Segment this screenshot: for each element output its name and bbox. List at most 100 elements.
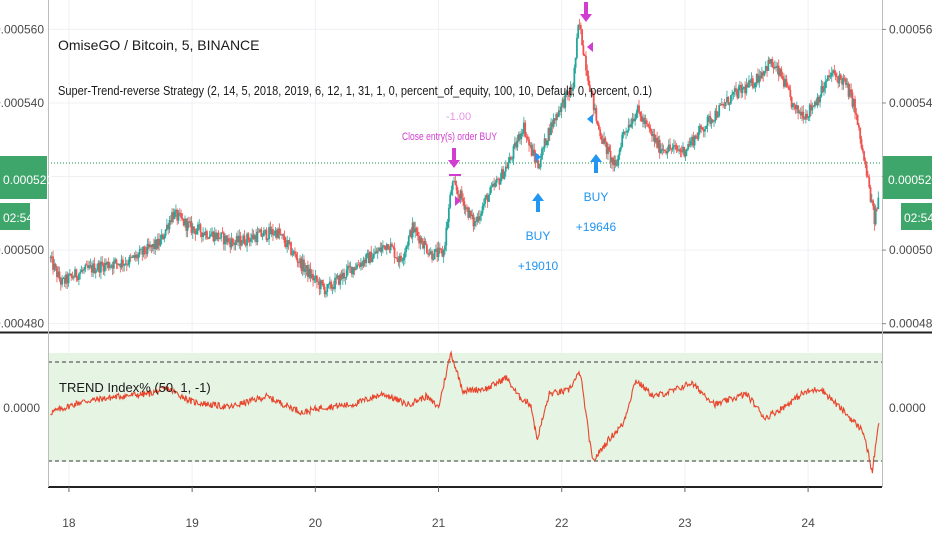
candle-body <box>661 149 664 151</box>
candle-body <box>137 254 140 259</box>
candle-body <box>239 235 242 246</box>
candle-body <box>341 272 344 279</box>
time-tick-label: 18 <box>62 516 76 530</box>
close-signal[interactable]: -1.00 Close entry(s) order BUY <box>402 111 498 206</box>
time-axis[interactable]: 18 19 20 21 22 23 24 <box>62 487 815 530</box>
candle-body <box>309 268 312 278</box>
candle-body <box>353 267 356 270</box>
candle-body <box>372 253 375 258</box>
candle-body <box>516 140 519 148</box>
candle-body <box>141 249 144 255</box>
candle-body <box>146 243 149 254</box>
candle-body <box>445 227 448 246</box>
strategy-title: Super-Trend-reverse Strategy (2, 14, 5, … <box>58 83 652 98</box>
buy-amount-1: +19010 <box>518 259 559 273</box>
candle-body <box>656 137 659 148</box>
candle-body <box>282 234 285 237</box>
candle-body <box>520 133 523 140</box>
candle-body <box>50 256 53 259</box>
candle-body <box>463 201 466 210</box>
candle-body <box>621 134 624 148</box>
candle-body <box>506 166 508 169</box>
candle-body <box>596 120 599 125</box>
candle-body <box>841 78 843 85</box>
candle-body <box>384 245 387 250</box>
candle-body <box>838 74 841 84</box>
candle-body <box>627 124 630 131</box>
candle-body <box>733 88 736 92</box>
candle-body <box>612 157 615 166</box>
candle-body <box>676 149 679 151</box>
candle-body <box>251 234 254 238</box>
candle-body <box>71 276 74 278</box>
price-tick-label-right: 0.000500 <box>889 243 932 257</box>
candle-body <box>418 235 421 244</box>
candle-body <box>256 231 259 243</box>
candle-body <box>793 103 796 105</box>
candle-body <box>622 131 625 135</box>
candle-body <box>156 238 159 249</box>
candle-body <box>868 177 871 188</box>
candle-body <box>198 224 201 226</box>
candle-body <box>788 86 790 91</box>
candle-body <box>714 110 717 122</box>
candle-body <box>519 134 521 140</box>
candle-body <box>604 138 607 142</box>
candle-body <box>587 75 590 85</box>
candle-body <box>457 190 459 195</box>
candle-body <box>535 160 538 163</box>
candle-body <box>688 143 691 146</box>
buy-signal-1[interactable]: BUY +19010 <box>518 152 559 273</box>
candle-body <box>647 123 649 127</box>
candle-body <box>471 214 474 217</box>
candle-body <box>160 234 163 240</box>
candle-body <box>469 210 472 217</box>
candle-body <box>814 101 816 107</box>
candle-body <box>283 236 286 243</box>
candle-body <box>253 235 256 240</box>
candle-body <box>459 190 462 200</box>
candle-body <box>325 291 327 295</box>
candle-body <box>823 88 825 92</box>
candle-body <box>594 108 596 111</box>
candle-body <box>479 216 481 221</box>
candle-body <box>308 268 311 278</box>
candle-body <box>773 66 776 69</box>
candle-body <box>81 270 84 272</box>
buy-signal-2[interactable]: BUY +19646 <box>576 154 617 234</box>
candle-body <box>806 113 809 118</box>
candle-body <box>745 84 748 94</box>
candle-body <box>204 231 207 236</box>
candle-body <box>833 70 836 74</box>
trend-index-line <box>50 350 880 474</box>
candle-body <box>423 241 426 249</box>
candle-body <box>511 158 514 160</box>
candle-body <box>379 247 382 252</box>
candle-body <box>221 232 224 234</box>
candle-body <box>397 259 400 263</box>
candle-body <box>550 122 552 136</box>
candle-body <box>758 75 761 83</box>
candle-body <box>710 119 713 124</box>
main-pane[interactable] <box>48 0 882 331</box>
candle-body <box>864 160 867 165</box>
candle-body <box>335 277 338 279</box>
candle-body <box>169 220 172 223</box>
candle-body <box>290 242 292 255</box>
candle-body <box>532 149 534 156</box>
candle-body <box>683 146 686 157</box>
candle-body <box>616 165 618 167</box>
candle-body <box>564 94 567 108</box>
candle-body <box>508 157 511 163</box>
candle-body <box>551 122 554 127</box>
candle-body <box>414 228 417 233</box>
candle-body <box>498 179 501 185</box>
candle-body <box>771 59 774 67</box>
candle-body <box>403 251 406 259</box>
peak-signals[interactable] <box>580 2 593 124</box>
candle-body <box>66 274 69 284</box>
candle-body <box>96 269 98 271</box>
candle-body <box>354 268 357 270</box>
buy-amount-2: +19646 <box>576 220 617 234</box>
